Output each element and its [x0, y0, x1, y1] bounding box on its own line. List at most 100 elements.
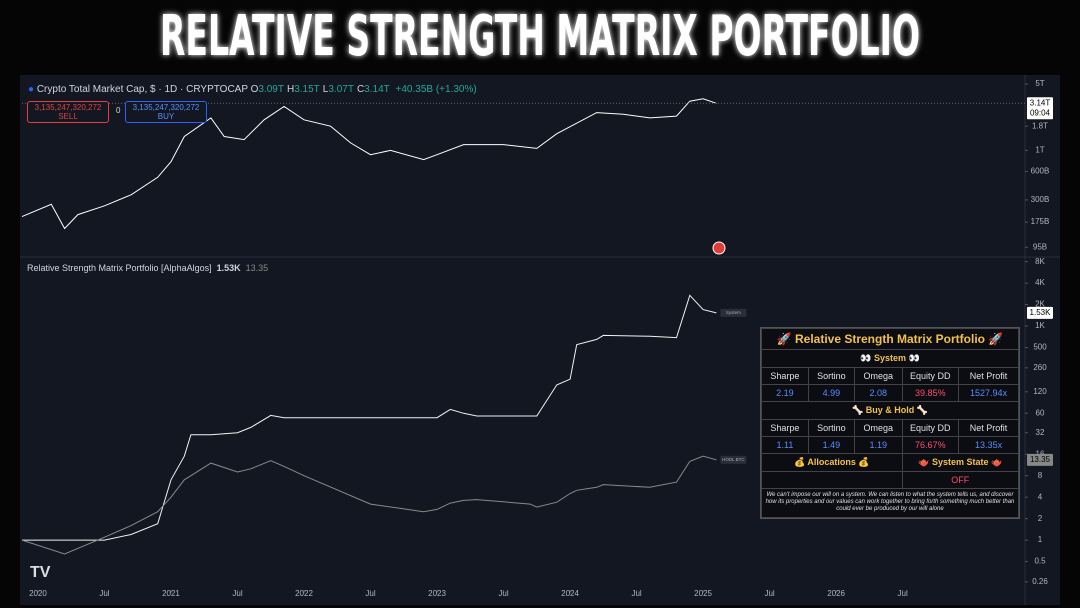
- y-tick-label: 5T: [1035, 79, 1044, 88]
- section-header: 🫖 System State 🫖: [901, 453, 1019, 472]
- y-tick-label: 2K: [1035, 300, 1045, 309]
- section-header: 👀 System 👀: [761, 349, 1019, 368]
- y-tick-label: 16: [1036, 449, 1045, 458]
- x-tick-label: 2020: [29, 589, 47, 598]
- ohlc-value: 3.07T: [328, 84, 354, 95]
- series-line: [21, 455, 717, 555]
- y-tick-label: 300B: [1031, 195, 1050, 204]
- ohlc-key: O: [250, 84, 259, 95]
- symbol-icon: ●: [28, 84, 35, 95]
- event-icon[interactable]: [712, 241, 726, 255]
- table-cell: Sharpe: [761, 419, 809, 437]
- y-tick-label: 60: [1036, 408, 1045, 417]
- y-tick-label: 4: [1038, 492, 1043, 501]
- table-cell: 2.19: [761, 384, 809, 402]
- x-tick-label: Jul: [898, 589, 908, 598]
- y-tick-label: 1.8T: [1032, 121, 1048, 130]
- y-tick-label: 0.26: [1032, 577, 1048, 586]
- x-tick-label: 2024: [561, 589, 579, 598]
- y-tick-label: 260: [1033, 363, 1047, 372]
- last-value-label: 13.35: [1030, 455, 1051, 464]
- x-tick-label: Jul: [764, 589, 774, 598]
- y-tick-label: 0.5: [1034, 557, 1046, 566]
- indicator-legend: Relative Strength Matrix Portfolio [Alph…: [27, 263, 268, 273]
- table-cell: Omega: [853, 367, 903, 385]
- table-cell: Equity DD: [901, 367, 960, 385]
- x-tick-label: Jul: [498, 589, 508, 598]
- series-line: [21, 98, 717, 230]
- x-tick-label: Jul: [232, 589, 242, 598]
- y-tick-label: 8: [1038, 471, 1043, 480]
- logo: TV: [30, 564, 51, 581]
- x-tick-label: 2023: [428, 589, 446, 598]
- x-tick-label: 2022: [295, 589, 313, 598]
- y-tick-label: 2: [1038, 514, 1043, 523]
- y-tick-label: 120: [1033, 387, 1047, 396]
- ohlc-key: C: [356, 84, 365, 95]
- table: 🚀 Relative Strength Matrix Portfolio 🚀 👀…: [761, 328, 1019, 518]
- stats-table: 🚀 Relative Strength Matrix Portfolio 🚀 👀…: [760, 327, 1020, 519]
- series-tag: [720, 455, 747, 464]
- table-cell: 1.49: [807, 436, 855, 454]
- table-cell: Net Profit: [958, 367, 1019, 385]
- ohlc-key: L: [322, 84, 329, 95]
- y-tick-label: 1T: [1035, 145, 1044, 154]
- table-cell: 2.08: [853, 384, 903, 402]
- spread: 0: [116, 106, 121, 115]
- y-tick-label: 95B: [1033, 242, 1047, 251]
- symbol-title: Crypto Total Market Cap, $ · 1D · CRYPTO…: [36, 84, 248, 95]
- table-cell: 1.11: [761, 436, 809, 454]
- page-title: RELATIVE STRENGTH MATRIX PORTFOLIO: [160, 4, 920, 69]
- system-state: OFF: [901, 471, 1019, 489]
- table-cell: Omega: [853, 419, 903, 437]
- indicator-title: Relative Strength Matrix Portfolio [Alph…: [27, 263, 212, 273]
- symbol-header: ● Crypto Total Market Cap, $ · 1D · CRYP…: [28, 84, 477, 95]
- empty-cell: [761, 471, 903, 489]
- table-note: We can't impose our will on a system. We…: [761, 488, 1019, 518]
- x-tick-label: Jul: [631, 589, 641, 598]
- y-tick-label: 1K: [1035, 321, 1045, 330]
- series-tag-label: HODL BTC: [722, 457, 745, 462]
- y-tick-label: 500: [1033, 343, 1047, 352]
- sell-label: SELL: [58, 112, 78, 121]
- last-value-tag: [1027, 453, 1053, 466]
- table-cell: 1.19: [853, 436, 903, 454]
- change: +40.35B (+1.30%): [395, 84, 477, 95]
- x-tick-label: 2026: [827, 589, 845, 598]
- ohlc-key: H: [286, 84, 295, 95]
- x-tick-label: Jul: [99, 589, 109, 598]
- countdown: 09:04: [1030, 108, 1051, 117]
- last-value-tag: [1027, 97, 1053, 120]
- table-cell: 39.85%: [901, 384, 960, 402]
- section-header: 🦴 Buy & Hold 🦴: [761, 401, 1019, 420]
- table-cell: 4.99: [807, 384, 855, 402]
- last-value-tag: [1027, 306, 1053, 319]
- ohlc-value: 3.15T: [294, 84, 320, 95]
- ohlc-value: 3.09T: [258, 84, 284, 95]
- table-cell: Net Profit: [958, 419, 1019, 437]
- table-title: 🚀 Relative Strength Matrix Portfolio 🚀: [761, 328, 1019, 350]
- section-header: 💰 Allocations 💰: [761, 453, 903, 472]
- legend-value: 1.53K: [216, 263, 241, 273]
- x-tick-label: 2025: [694, 589, 712, 598]
- buy-button[interactable]: 3,135,247,320,272 BUY: [125, 101, 207, 123]
- y-tick-label: 1: [1038, 535, 1043, 544]
- series-tag: [720, 308, 747, 317]
- ohlc: O3.09T H3.15T L3.07T C3.14T: [251, 84, 393, 95]
- y-tick-label: 8K: [1035, 257, 1045, 266]
- table-cell: 13.35x: [958, 436, 1019, 454]
- table-cell: 1527.94x: [958, 384, 1019, 402]
- last-value-label: 1.53K: [1030, 308, 1052, 317]
- y-tick-label: 175B: [1031, 217, 1050, 226]
- sell-button[interactable]: 3,135,247,320,272 SELL: [27, 101, 109, 123]
- last-value-label: 3.14T: [1030, 98, 1051, 107]
- x-tick-label: Jul: [365, 589, 375, 598]
- series-tag-label: System: [726, 310, 741, 315]
- sell-price: 3,135,247,320,272: [34, 103, 102, 112]
- legend-value: 13.35: [245, 263, 269, 273]
- table-cell: Sortino: [807, 367, 855, 385]
- buy-price: 3,135,247,320,272: [132, 103, 200, 112]
- series-line: [22, 294, 717, 541]
- ohlc-value: 3.14T: [364, 84, 390, 95]
